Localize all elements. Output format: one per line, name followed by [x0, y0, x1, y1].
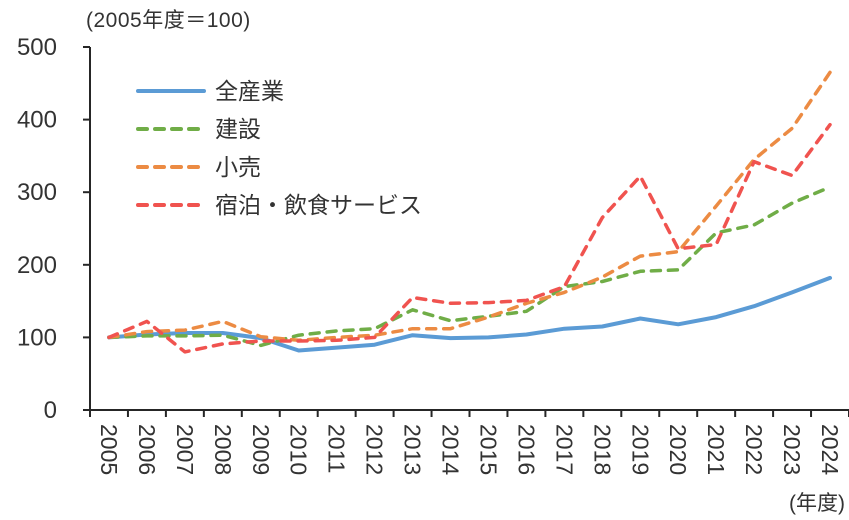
- legend-swatch-hospitality-food-service: [136, 203, 206, 207]
- series-line-retail: [107, 70, 832, 343]
- x-tick-label: 2022: [741, 424, 767, 475]
- legend-label-all-industries: 全産業: [215, 77, 284, 104]
- x-tick-label: 2011: [324, 424, 350, 473]
- x-tick-label: 2008: [210, 424, 236, 475]
- legend-item-construction: 建設: [136, 110, 422, 148]
- x-axis-unit-label: (年度): [789, 492, 845, 515]
- legend-item-all-industries: 全産業: [136, 72, 422, 110]
- x-tick-label: 2009: [248, 424, 274, 475]
- y-tick-label: 0: [44, 397, 57, 424]
- x-tick-label: 2010: [286, 424, 312, 475]
- series-line-hospitality-food-service: [107, 122, 832, 354]
- legend-swatch-construction: [136, 127, 206, 131]
- legend: 全産業 建設 小売 宿泊・飲食サービス: [136, 72, 422, 224]
- x-tick-label: 2013: [400, 424, 426, 475]
- x-tick-label: 2016: [513, 424, 539, 475]
- y-tick-label: 300: [17, 179, 57, 206]
- series-line-construction: [107, 185, 832, 348]
- x-tick-label: 2006: [134, 424, 160, 475]
- y-tick-label: 400: [17, 107, 57, 134]
- legend-swatch-retail: [136, 165, 206, 169]
- x-tick-label: 2014: [438, 424, 464, 475]
- x-tick-label: 2018: [589, 424, 615, 475]
- x-tick-label: 2024: [817, 424, 843, 475]
- x-tick-label: 2017: [551, 424, 577, 475]
- x-tick-label: 2023: [779, 424, 805, 475]
- x-tick-label: 2019: [627, 424, 653, 475]
- x-tick-label: 2015: [475, 424, 501, 475]
- x-tick-label: 2005: [96, 424, 122, 475]
- legend-label-retail: 小売: [215, 153, 261, 180]
- legend-label-hospitality-food-service: 宿泊・飲食サービス: [215, 191, 422, 218]
- x-tick-label: 2020: [665, 424, 691, 475]
- x-tick-label: 2007: [172, 424, 198, 475]
- x-tick-label: 2012: [362, 424, 388, 475]
- legend-item-retail: 小売: [136, 148, 422, 186]
- y-tick-label: 100: [17, 324, 57, 351]
- y-tick-label: 200: [17, 252, 57, 279]
- series-line-all-industries: [107, 275, 832, 353]
- chart-title-note: (2005年度＝100): [86, 9, 251, 32]
- legend-label-construction: 建設: [215, 115, 261, 142]
- legend-swatch-all-industries: [136, 89, 206, 93]
- y-tick-label: 500: [17, 34, 57, 61]
- x-tick-label: 2021: [703, 424, 729, 475]
- legend-item-hospitality-food-service: 宿泊・飲食サービス: [136, 186, 422, 224]
